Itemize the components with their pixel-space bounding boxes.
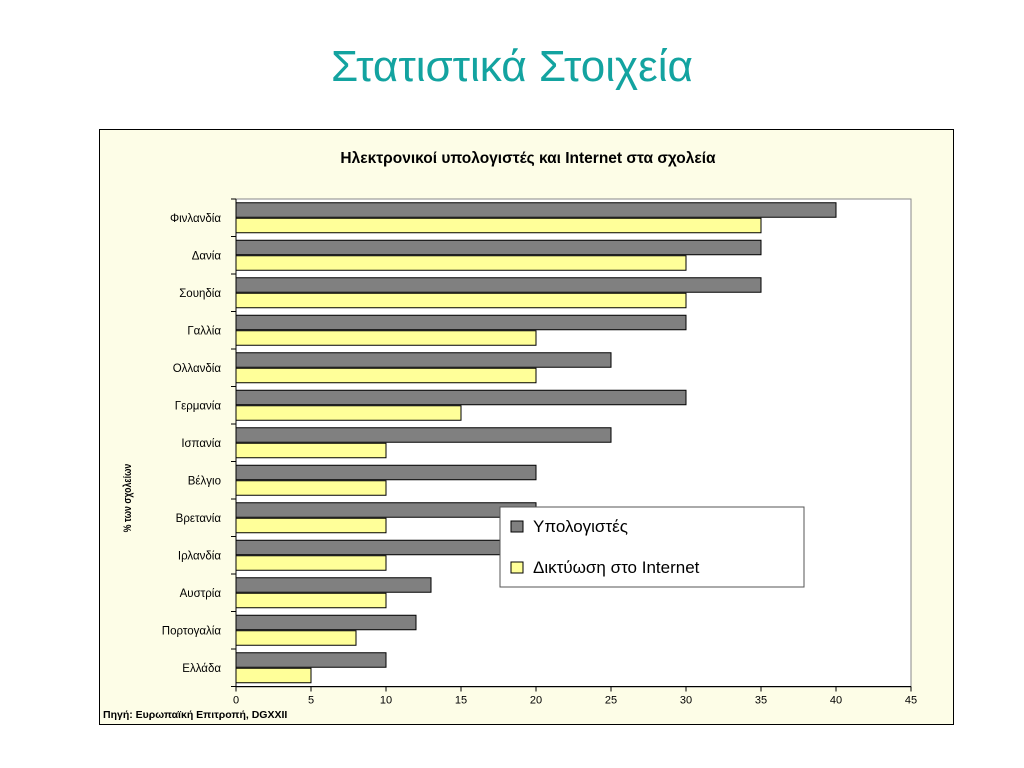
legend-box <box>499 506 805 588</box>
x-tick-label: 0 <box>233 695 239 707</box>
bar-computers <box>235 352 612 368</box>
category-label: Ελλάδα <box>182 663 221 675</box>
bar-internet <box>235 292 687 309</box>
bar-internet <box>235 255 687 271</box>
bar-internet <box>235 517 387 534</box>
category-label: Πορτογαλία <box>162 625 222 637</box>
bar-computers <box>235 202 837 218</box>
bar-internet <box>235 367 537 384</box>
slide-title: Στατιστικά Στοιχεία <box>331 42 693 91</box>
x-tick-label: 15 <box>455 695 467 707</box>
chart-title: Ηλεκτρονικοί υπολογιστές και Internet στ… <box>340 150 716 167</box>
bar-computers <box>235 614 417 631</box>
category-label: Ολλανδία <box>173 363 222 375</box>
category-label: Φινλανδία <box>170 213 221 225</box>
bar-internet <box>235 405 462 421</box>
bar-computers <box>235 389 687 406</box>
x-tick-label: 10 <box>380 695 392 707</box>
x-tick-label: 5 <box>308 695 314 707</box>
bar-computers <box>235 277 762 293</box>
bar-internet <box>235 330 537 346</box>
bar-computers <box>235 239 762 256</box>
category-label: Δανία <box>192 250 222 262</box>
x-tick-label: 20 <box>530 695 542 707</box>
category-label: Γερμανία <box>175 400 222 412</box>
y-axis-label: % των σχολείων <box>122 463 134 532</box>
axes-group: Φινλανδία Δανία Σουηδία Γαλλία Ολλανδία Γερμα… <box>162 198 917 707</box>
legend-label: Δικτύωση στο Internet <box>533 558 700 577</box>
bar-computers <box>235 314 687 331</box>
bar-internet <box>235 667 312 684</box>
bar-internet <box>235 630 357 646</box>
category-label: Σουηδία <box>179 288 221 300</box>
x-tick-label: 45 <box>905 695 917 707</box>
category-label: Ισπανία <box>181 438 221 450</box>
bar-internet <box>235 555 387 571</box>
category-label: Αυστρία <box>180 588 222 600</box>
bar-internet <box>235 217 762 234</box>
bar-chart: Ηλεκτρονικοί υπολογιστές και Internet στ… <box>103 150 917 721</box>
bar-computers <box>235 427 612 443</box>
category-label: Ιρλανδία <box>178 550 221 562</box>
bar-internet <box>235 480 387 496</box>
bars-group <box>235 202 837 684</box>
bar-computers <box>235 539 522 556</box>
legend-swatch <box>510 520 524 533</box>
legend-swatch <box>510 561 524 574</box>
category-label: Βρετανία <box>176 513 222 525</box>
bar-computers <box>235 577 432 593</box>
x-tick-label: 35 <box>755 695 767 707</box>
bar-computers <box>235 464 537 481</box>
category-label: Γαλλία <box>187 325 221 337</box>
x-tick-label: 40 <box>830 695 842 707</box>
x-tick-label: 30 <box>680 695 692 707</box>
bar-computers <box>235 652 387 668</box>
category-label: Βέλγιο <box>188 475 221 487</box>
source-note: Πηγή: Ευρωπαϊκή Επιτροπή, DGXXII <box>103 709 287 721</box>
chart-frame: Ηλεκτρονικοί υπολογιστές και Internet στ… <box>99 129 954 725</box>
legend-label: Υπολογιστές <box>533 517 628 536</box>
bar-internet <box>235 592 387 609</box>
x-tick-label: 25 <box>605 695 617 707</box>
legend: Υπολογιστές Δικτύωση στο Internet <box>499 506 805 588</box>
bar-computers <box>235 502 537 518</box>
bar-internet <box>235 442 387 459</box>
